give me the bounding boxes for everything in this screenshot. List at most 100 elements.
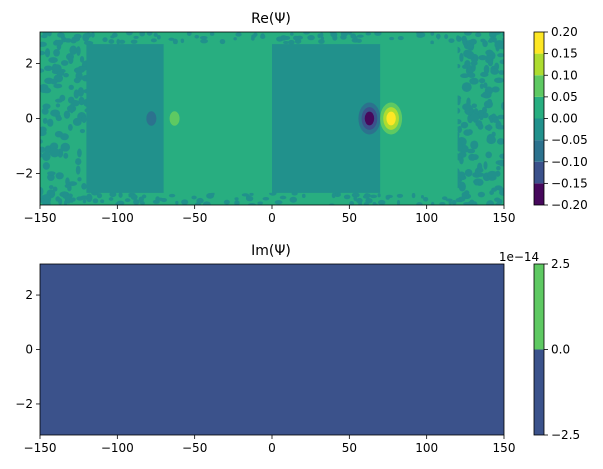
colorbar-tick-label: −2.5: [551, 428, 580, 442]
noise-speckle: [462, 39, 467, 45]
noise-speckle: [40, 129, 47, 137]
noise-speckle: [110, 35, 115, 39]
noise-speckle: [75, 158, 82, 166]
noise-speckle: [303, 32, 310, 35]
x-tick-label: 150: [493, 211, 516, 225]
noise-speckle: [396, 199, 401, 205]
noise-speckle: [343, 194, 351, 200]
noise-speckle: [485, 49, 494, 56]
noise-speckle: [283, 40, 289, 45]
noise-speckle: [96, 193, 103, 199]
noise-speckle: [202, 201, 211, 205]
noise-speckle: [47, 118, 54, 127]
noise-speckle: [109, 191, 117, 198]
noise-speckle: [487, 170, 498, 178]
noise-speckle: [247, 203, 256, 205]
noise-speckle: [353, 195, 358, 202]
noise-speckle: [234, 197, 239, 201]
noise-speckle: [483, 64, 490, 75]
noise-speckle: [478, 54, 487, 61]
noise-speckle: [49, 147, 60, 158]
noise-speckle: [499, 153, 504, 159]
noise-speckle: [347, 32, 353, 35]
noise-speckle: [249, 192, 254, 196]
noise-speckle: [501, 102, 504, 111]
noise-speckle: [42, 198, 51, 205]
noise-speckle: [463, 129, 472, 136]
noise-speckle: [77, 148, 82, 158]
noise-speckle: [52, 64, 62, 73]
noise-speckle: [241, 193, 249, 197]
noise-speckle: [59, 94, 66, 102]
colorbar-tick-label: 2.5: [551, 257, 570, 271]
noise-speckle: [83, 40, 94, 46]
noise-speckle: [477, 167, 484, 173]
noise-speckle: [489, 32, 496, 37]
noise-speckle: [416, 202, 423, 205]
noise-speckle: [42, 117, 48, 124]
noise-speckle: [257, 201, 261, 205]
noise-speckle: [71, 99, 80, 107]
noise-speckle: [470, 140, 479, 150]
noise-speckle: [234, 200, 240, 205]
noise-speckle: [483, 82, 488, 89]
x-tick-label: −100: [101, 211, 134, 225]
real-colorbar: −0.20 −0.15 −0.10 −0.05 0.00 0.05 0.10 0.15 0.20: [533, 25, 588, 212]
x-tick-label: 50: [342, 211, 357, 225]
noise-speckle: [461, 82, 472, 92]
noise-speckle: [448, 200, 452, 205]
colorbar-segment: [534, 53, 544, 76]
noise-speckle: [172, 38, 178, 45]
noise-speckle: [471, 154, 476, 161]
noise-speckle: [55, 172, 64, 180]
noise-speckle: [158, 197, 163, 202]
noise-speckle: [68, 123, 73, 131]
noise-speckle: [73, 33, 82, 39]
noise-speckle: [80, 66, 88, 71]
noise-speckle: [42, 162, 50, 170]
noise-speckle: [331, 192, 336, 199]
noise-speckle: [456, 142, 463, 152]
noise-speckle: [72, 117, 82, 126]
noise-speckle: [469, 77, 479, 85]
noise-speckle: [456, 35, 460, 41]
colorbar-segment: [534, 183, 544, 205]
x-tick-label: −100: [101, 441, 134, 455]
noise-speckle: [479, 83, 484, 89]
noise-speckle: [495, 125, 504, 130]
y-tick-label: 2: [25, 288, 33, 302]
noise-speckle: [365, 32, 372, 36]
real-heatmap-plot: [40, 32, 504, 205]
noise-speckle: [91, 32, 95, 38]
noise-speckle: [108, 39, 115, 44]
noise-speckle: [196, 197, 204, 204]
noise-speckle: [186, 32, 192, 36]
noise-speckle: [486, 200, 495, 205]
noise-speckle: [329, 32, 335, 34]
noise-speckle: [356, 38, 362, 43]
noise-speckle: [47, 32, 52, 37]
noise-speckle: [455, 198, 461, 203]
noise-speckle: [233, 37, 237, 41]
noise-speckle: [209, 32, 215, 36]
noise-speckle: [486, 124, 492, 131]
x-tick-label: −150: [24, 211, 57, 225]
field-band: [163, 44, 272, 193]
noise-speckle: [340, 32, 348, 37]
noise-speckle: [133, 35, 139, 39]
heatmap-field: [40, 32, 504, 205]
noise-speckle: [498, 159, 504, 167]
noise-speckle: [75, 165, 81, 175]
noise-speckle: [423, 196, 429, 202]
noise-speckle: [65, 177, 70, 186]
noise-speckle: [175, 200, 179, 205]
noise-speckle: [499, 59, 504, 65]
noise-speckle: [118, 192, 123, 198]
colorbar-offset-text: 1e−14: [499, 250, 539, 264]
noise-speckle: [44, 65, 53, 72]
noise-speckle: [54, 130, 63, 138]
imaginary-part-panel: Im(Ψ) −150 −100 −50 0 50 100 150 −2 0 2 −2.5 0.0 2.…: [15, 243, 580, 455]
colorbar-segment: [534, 349, 544, 435]
colorbar-tick-label: −0.20: [551, 198, 588, 212]
noise-speckle: [420, 194, 424, 199]
